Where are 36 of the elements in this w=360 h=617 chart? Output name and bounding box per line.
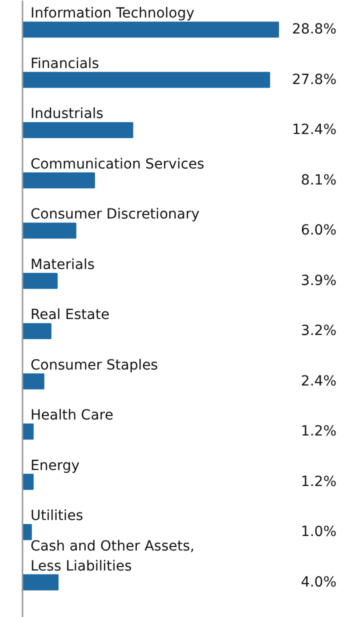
data-label: 6.0%: [300, 222, 337, 239]
y-tick-label: Consumer Discretionary: [30, 206, 200, 223]
bar: [22, 222, 76, 239]
bar: [22, 524, 32, 540]
bar: [22, 22, 279, 38]
y-tick-label: Health Care: [30, 408, 114, 424]
y-tick-label: Consumer Staples: [30, 357, 158, 374]
y-tick-label: Utilities: [30, 508, 84, 524]
y-tick-label: Cash and Other Assets, Less Liabilities: [30, 538, 194, 574]
bar: [22, 373, 44, 390]
bar: [22, 574, 59, 590]
y-tick-label: Energy: [30, 458, 80, 474]
data-label: 3.9%: [300, 272, 337, 289]
bar: [22, 424, 34, 440]
data-label: 3.2%: [300, 323, 337, 340]
data-label: 1.2%: [300, 474, 337, 490]
data-label: 4.0%: [300, 574, 337, 590]
bar: [22, 122, 134, 138]
data-label: 1.0%: [300, 524, 337, 540]
data-label: 28.8%: [292, 22, 337, 38]
y-tick-label: Communication Services: [30, 156, 204, 172]
y-tick-label: Financials: [30, 56, 100, 72]
bar: [22, 72, 270, 88]
bar: [22, 323, 52, 340]
bar: [22, 474, 34, 490]
y-tick-label: Information Technology: [30, 6, 194, 22]
y-tick-label: Materials: [30, 256, 95, 273]
bar: [22, 272, 58, 289]
y-tick-label: Industrials: [30, 106, 104, 122]
data-label: 8.1%: [300, 172, 337, 188]
data-label: 12.4%: [292, 122, 337, 138]
data-label: 27.8%: [292, 72, 337, 88]
data-label: 2.4%: [300, 373, 337, 390]
y-tick-label: Real Estate: [30, 307, 110, 324]
data-label: 1.2%: [300, 424, 337, 440]
bar: [22, 172, 95, 188]
